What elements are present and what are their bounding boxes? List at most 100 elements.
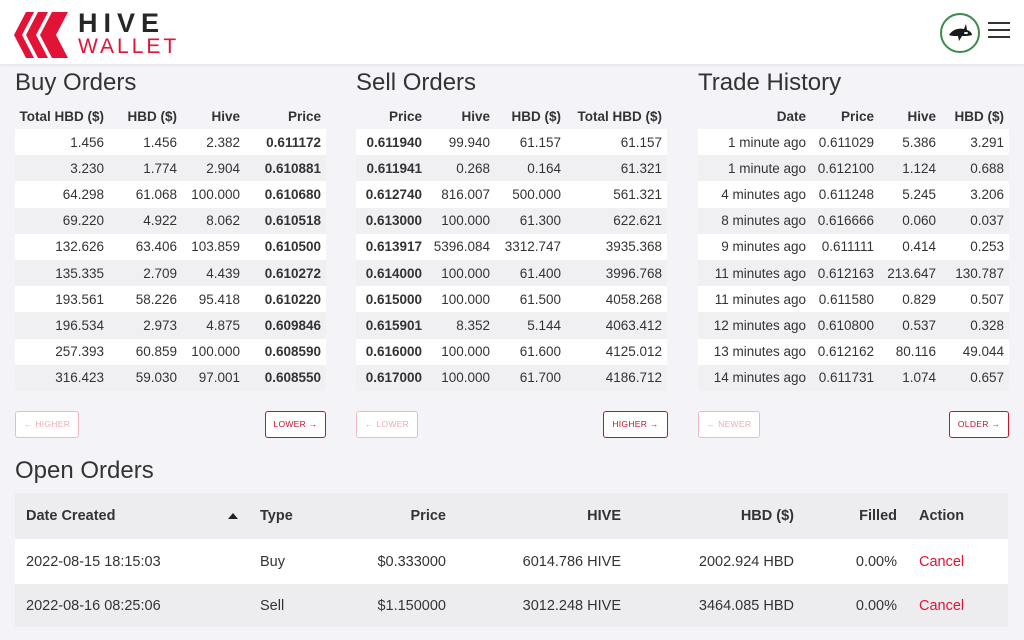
table-row[interactable]: 4 minutes ago 0.611248 5.245 3.206 xyxy=(698,181,1009,208)
table-cell: 69.220 xyxy=(15,207,109,234)
table-cell: 0.612100 xyxy=(811,155,879,182)
table-cell: 95.418 xyxy=(182,286,245,313)
table-cell: 61.600 xyxy=(495,338,566,365)
buy_orders-col-header: Total HBD ($) xyxy=(15,104,109,129)
sell-lower-button[interactable]: ← LOWER xyxy=(356,411,418,438)
table-row[interactable]: 0.615000 100.000 61.500 4058.268 xyxy=(356,286,667,313)
table-row[interactable]: 64.298 61.068 100.000 0.610680 xyxy=(15,181,326,208)
table-row[interactable]: 1.456 1.456 2.382 0.611172 xyxy=(15,129,326,156)
col-type: Type xyxy=(249,493,329,539)
buy-higher-button[interactable]: ← HIGHER xyxy=(15,411,79,438)
table-cell: 61.157 xyxy=(566,129,667,156)
table-cell: 135.335 xyxy=(15,259,109,287)
table-cell: 64.298 xyxy=(15,181,109,208)
trade_history-col-header: Date xyxy=(698,104,811,129)
table-cell: 0.829 xyxy=(879,286,941,313)
table-cell: 58.226 xyxy=(109,286,182,313)
col-filled: Filled xyxy=(805,493,908,539)
table-row[interactable]: 11 minutes ago 0.612163 213.647 130.787 xyxy=(698,259,1009,287)
trade_history-col-header: HBD ($) xyxy=(941,104,1009,129)
table-cell: 0.537 xyxy=(879,312,941,339)
table-cell: 0.611940 xyxy=(356,129,427,156)
table-row[interactable]: 12 minutes ago 0.610800 0.537 0.328 xyxy=(698,312,1009,339)
table-row[interactable]: 9 minutes ago 0.611111 0.414 0.253 xyxy=(698,233,1009,260)
account-avatar[interactable] xyxy=(940,13,980,53)
table-cell: 0.617000 xyxy=(356,364,427,391)
table-row[interactable]: 0.612740 816.007 500.000 561.321 xyxy=(356,181,667,208)
table-cell: 3996.768 xyxy=(566,259,667,287)
table-cell: 9 minutes ago xyxy=(698,233,811,260)
table-row[interactable]: 0.611941 0.268 0.164 61.321 xyxy=(356,155,667,182)
table-row[interactable]: 0.616000 100.000 61.600 4125.012 xyxy=(356,338,667,365)
buy-lower-button[interactable]: LOWER → xyxy=(265,411,326,438)
table-cell: 100.000 xyxy=(427,338,495,365)
table-row[interactable]: 0.613000 100.000 61.300 622.621 xyxy=(356,207,667,234)
table-cell: 561.321 xyxy=(566,181,667,208)
table-row[interactable]: 132.626 63.406 103.859 0.610500 xyxy=(15,233,326,260)
table-cell: 0.328 xyxy=(941,312,1009,339)
table-row[interactable]: 69.220 4.922 8.062 0.610518 xyxy=(15,207,326,234)
table-cell: 5.245 xyxy=(879,181,941,208)
buy_orders-col-header: HBD ($) xyxy=(109,104,182,129)
table-cell: 3464.085 HBD xyxy=(632,584,805,627)
table-cell: 2022-08-15 18:15:03 xyxy=(15,539,249,584)
table-cell: 2.709 xyxy=(109,259,182,287)
table-cell: 4058.268 xyxy=(566,286,667,313)
table-cell: 61.068 xyxy=(109,181,182,208)
table-cell: 100.000 xyxy=(427,364,495,391)
sell_orders-col-header: Price xyxy=(356,104,427,129)
table-row[interactable]: 316.423 59.030 97.001 0.608550 xyxy=(15,364,326,391)
trade-older-button[interactable]: OLDER → xyxy=(949,411,1009,438)
table-row[interactable]: 8 minutes ago 0.616666 0.060 0.037 xyxy=(698,207,1009,234)
col-date-created[interactable]: Date Created xyxy=(15,493,249,539)
table-cell: 0.611029 xyxy=(811,129,879,156)
table-cell: 1.074 xyxy=(879,364,941,391)
table-cell: 0.610800 xyxy=(811,312,879,339)
table-cell: 0.268 xyxy=(427,155,495,182)
sell-higher-button[interactable]: HIGHER → xyxy=(603,411,668,438)
cancel-order-link[interactable]: Cancel xyxy=(919,553,965,570)
table-cell: 0.611172 xyxy=(245,129,326,156)
table-cell: 0.610500 xyxy=(245,233,326,260)
sort-ascending-icon[interactable] xyxy=(228,513,238,519)
hamburger-icon[interactable] xyxy=(988,22,1010,40)
table-cell: 0.610881 xyxy=(245,155,326,182)
table-row[interactable]: 0.615901 8.352 5.144 4063.412 xyxy=(356,312,667,339)
cancel-order-link[interactable]: Cancel xyxy=(919,597,965,614)
table-row[interactable]: 257.393 60.859 100.000 0.608590 xyxy=(15,338,326,365)
table-row[interactable]: 196.534 2.973 4.875 0.609846 xyxy=(15,312,326,339)
table-cell: 0.612162 xyxy=(811,338,879,365)
table-cell: 0.610272 xyxy=(245,259,326,287)
table-cell: 0.610518 xyxy=(245,207,326,234)
open-orders-title: Open Orders xyxy=(15,457,154,484)
table-row[interactable]: 0.611940 99.940 61.157 61.157 xyxy=(356,129,667,156)
trade-newer-button[interactable]: ← NEWER xyxy=(698,411,760,438)
table-cell: 0.609846 xyxy=(245,312,326,339)
table-row[interactable]: 13 minutes ago 0.612162 80.116 49.044 xyxy=(698,338,1009,365)
table-row[interactable]: 0.613917 5396.084 3312.747 3935.368 xyxy=(356,233,667,260)
table-cell: 5.386 xyxy=(879,129,941,156)
table-row[interactable]: 0.614000 100.000 61.400 3996.768 xyxy=(356,259,667,287)
table-cell: 4063.412 xyxy=(566,312,667,339)
table-cell: 0.616666 xyxy=(811,207,879,234)
table-cell: 11 minutes ago xyxy=(698,259,811,287)
table-row[interactable]: 193.561 58.226 95.418 0.610220 xyxy=(15,286,326,313)
table-row[interactable]: 1 minute ago 0.611029 5.386 3.291 xyxy=(698,129,1009,156)
table-cell: 0.00% xyxy=(805,539,908,584)
buy-orders-table: Total HBD ($) HBD ($) Hive Price 1.456 1.456… xyxy=(15,104,326,391)
table-cell: 59.030 xyxy=(109,364,182,391)
table-row[interactable]: 11 minutes ago 0.611580 0.829 0.507 xyxy=(698,286,1009,313)
sell_orders-col-header: Total HBD ($) xyxy=(566,104,667,129)
table-cell: 100.000 xyxy=(182,338,245,365)
hive-logo-icon[interactable] xyxy=(14,12,68,58)
table-row[interactable]: 1 minute ago 0.612100 1.124 0.688 xyxy=(698,155,1009,182)
table-row[interactable]: 3.230 1.774 2.904 0.610881 xyxy=(15,155,326,182)
table-row[interactable]: 135.335 2.709 4.439 0.610272 xyxy=(15,259,326,287)
table-cell: 0.608550 xyxy=(245,364,326,391)
buy-orders-title: Buy Orders xyxy=(15,69,137,96)
table-cell: 61.500 xyxy=(495,286,566,313)
table-row[interactable]: 0.617000 100.000 61.700 4186.712 xyxy=(356,364,667,391)
table-row[interactable]: 14 minutes ago 0.611731 1.074 0.657 xyxy=(698,364,1009,391)
table-cell: 3012.248 HIVE xyxy=(457,584,632,627)
table-cell: 61.400 xyxy=(495,259,566,287)
